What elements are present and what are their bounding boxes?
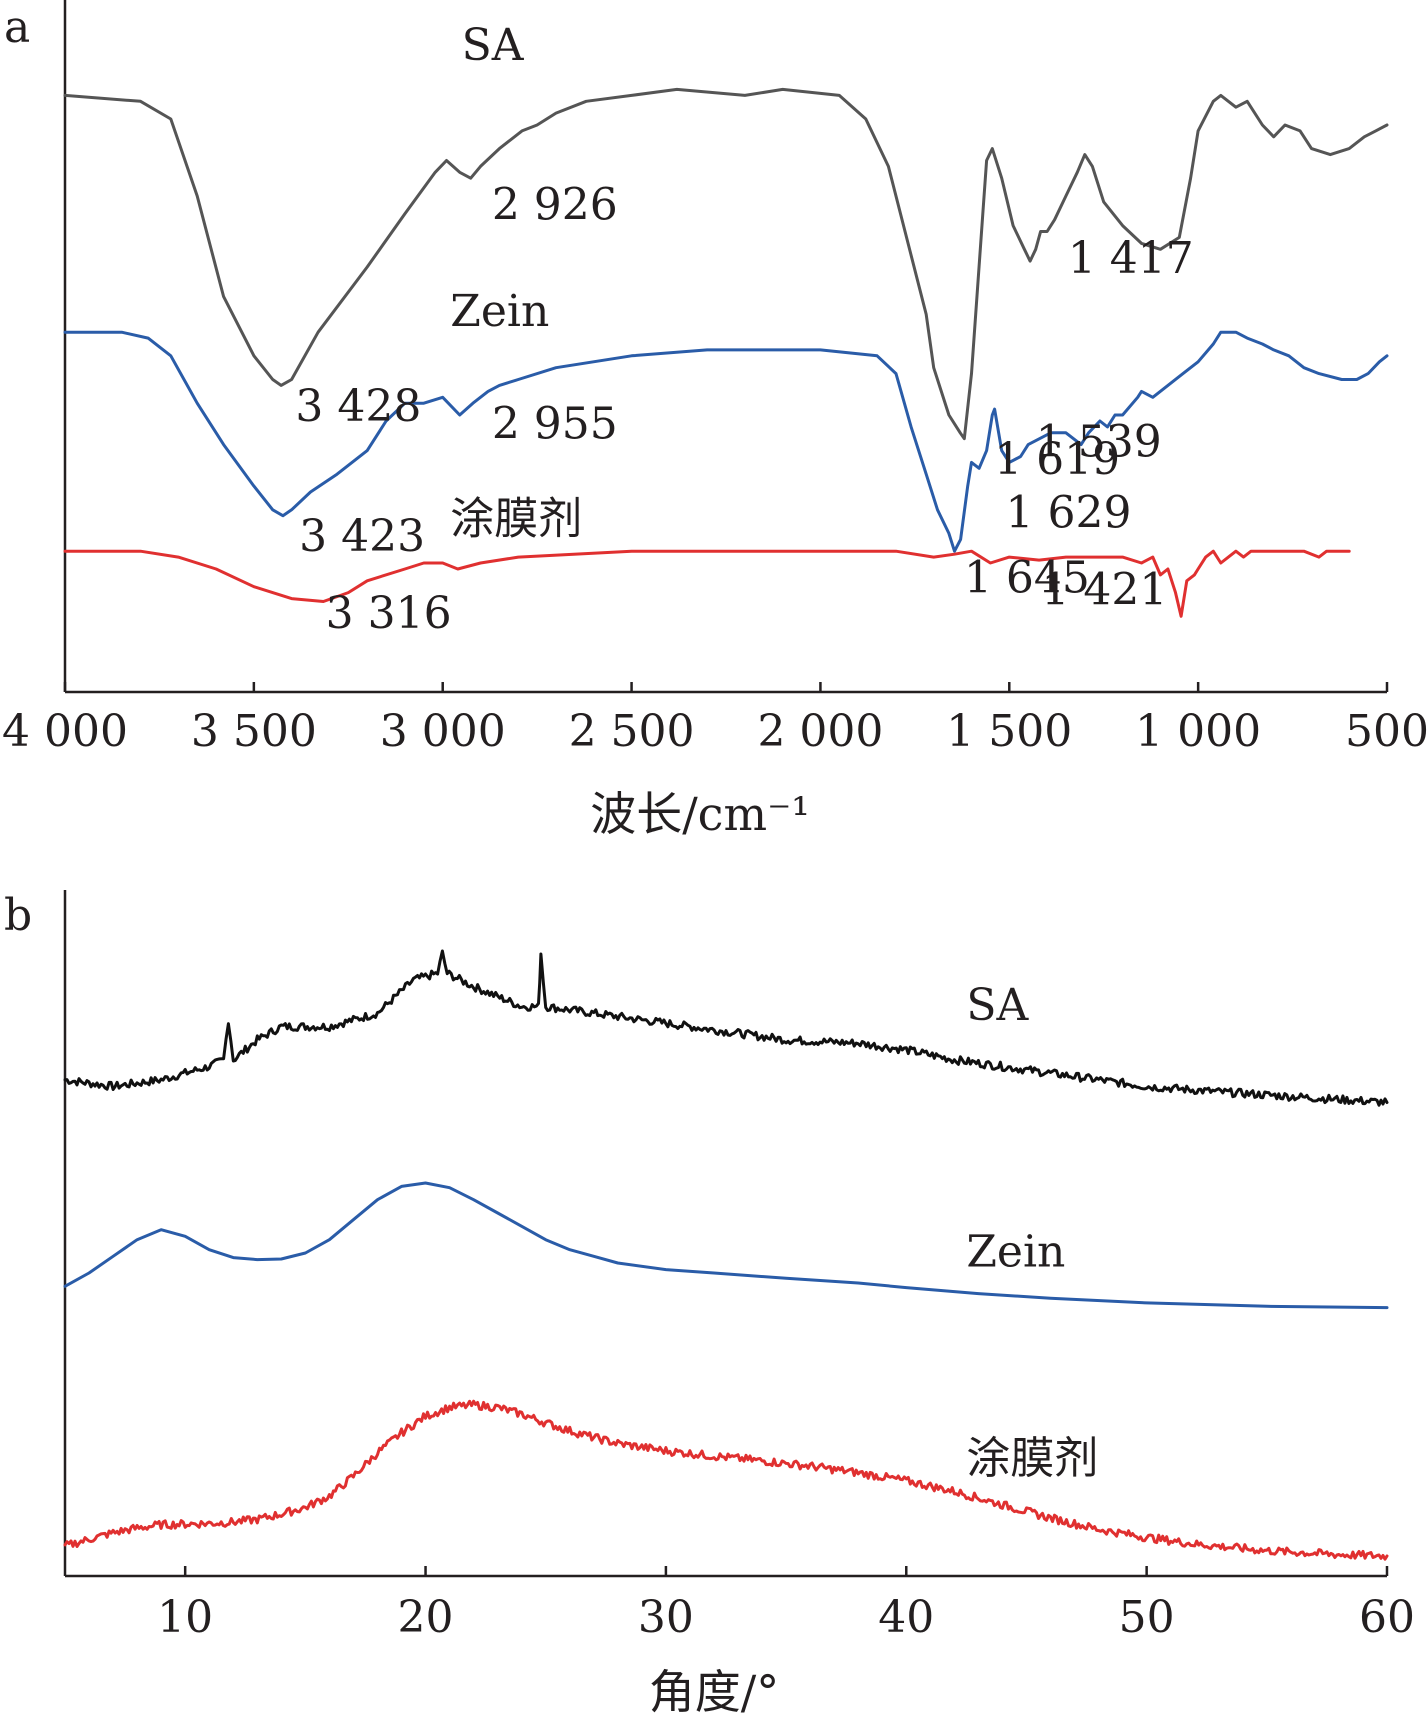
xrd-x-ticks: 10 20 30 40 50 60 — [157, 1566, 1415, 1643]
series-label-sa: SA — [462, 20, 525, 71]
panel-letter-b: b — [4, 890, 32, 941]
xrd-panel: b 10 20 30 40 50 60 SA Zein 涂膜剂 角度/° — [4, 890, 1415, 1714]
x-tick-label: 40 — [878, 1592, 934, 1643]
series-line-coating — [63, 1399, 1389, 1561]
ftir-x-ticks: 4 000 3 500 3 000 2 500 2 000 1 500 1 000 500 — [2, 682, 1428, 757]
x-tick-label: 60 — [1359, 1592, 1415, 1643]
peak-annotation: 1 619 — [994, 434, 1120, 485]
ftir-traces — [63, 87, 1389, 618]
series-label-coating: 涂膜剂 — [450, 493, 582, 544]
ftir-labels: SA Zein 涂膜剂 2 926 3 428 1 417 1 619 2 955 3 423 1… — [295, 20, 1193, 639]
peak-annotation: 1 629 — [1006, 488, 1132, 539]
peak-annotation: 2 926 — [492, 180, 618, 231]
series-line-zein — [63, 330, 1389, 553]
series-line-sa — [63, 87, 1389, 441]
series-label-zein: Zein — [450, 286, 549, 337]
xrd-traces — [63, 949, 1389, 1561]
x-tick-label: 3 500 — [191, 706, 317, 757]
panel-letter-a: a — [4, 2, 30, 53]
xrd-x-axis-title: 角度/° — [649, 1665, 780, 1714]
series-label-zein: Zein — [966, 1226, 1065, 1277]
x-tick-label: 500 — [1345, 706, 1428, 757]
x-tick-label: 1 000 — [1135, 706, 1261, 757]
peak-annotation: 2 955 — [492, 399, 618, 450]
x-tick-label: 10 — [157, 1592, 213, 1643]
x-tick-label: 30 — [638, 1592, 694, 1643]
peak-annotation: 3 423 — [299, 511, 425, 562]
peak-annotation: 1 539 — [1036, 416, 1162, 467]
peak-annotation: 3 428 — [295, 381, 421, 432]
series-line-coating — [63, 549, 1351, 618]
peak-annotation: 3 316 — [326, 588, 452, 639]
ftir-panel: a 4 000 3 500 3 000 2 500 2 000 1 500 1 000 500… — [2, 0, 1428, 841]
x-tick-label: 4 000 — [2, 706, 128, 757]
xrd-labels: SA Zein 涂膜剂 — [966, 980, 1098, 1484]
x-tick-label: 3 000 — [380, 706, 506, 757]
series-line-zein — [63, 1181, 1389, 1310]
x-tick-label: 2 500 — [569, 706, 695, 757]
ftir-x-axis-title: 波长/cm⁻¹ — [590, 787, 810, 841]
x-tick-label: 1 500 — [946, 706, 1072, 757]
series-line-sa — [63, 949, 1389, 1107]
series-label-coating: 涂膜剂 — [966, 1433, 1098, 1484]
peak-annotation: 1 417 — [1068, 233, 1194, 284]
x-tick-label: 20 — [398, 1592, 454, 1643]
peak-annotation: 1 645 — [964, 553, 1090, 604]
peak-annotation: 1 421 — [1041, 564, 1167, 615]
x-tick-label: 2 000 — [757, 706, 883, 757]
series-label-sa: SA — [966, 980, 1029, 1031]
x-tick-label: 50 — [1119, 1592, 1175, 1643]
